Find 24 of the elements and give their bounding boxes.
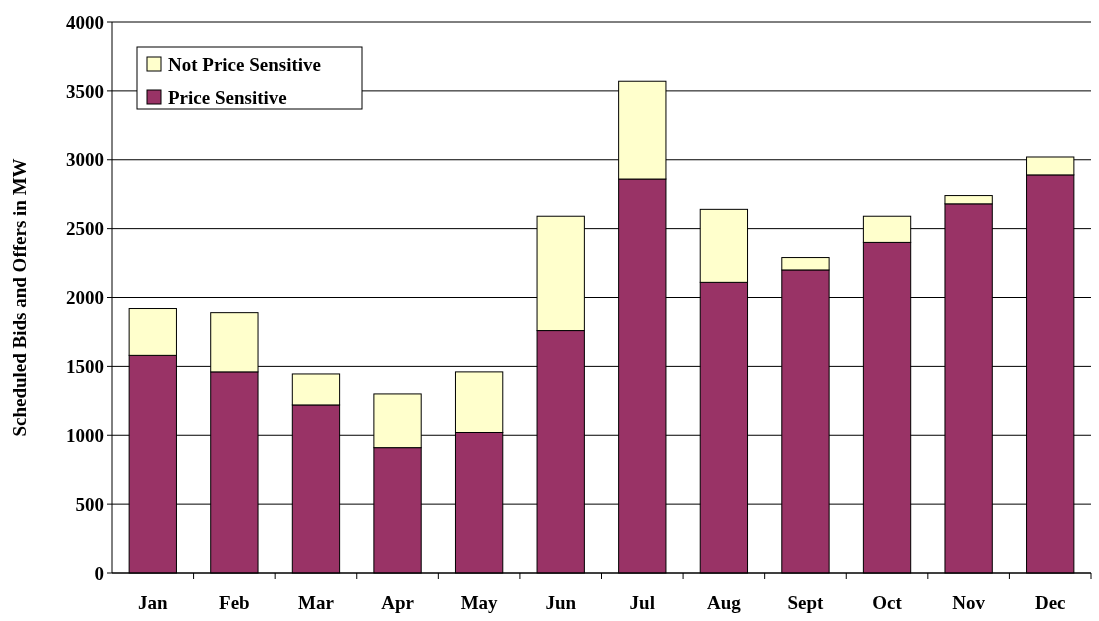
x-tick-label: Feb <box>219 592 250 613</box>
y-tick-label: 1500 <box>66 356 104 378</box>
x-tick-label: Dec <box>1034 592 1066 613</box>
x-tick-label: Nov <box>952 592 986 613</box>
legend-label: Not Price Sensitive <box>168 53 322 75</box>
x-tick-label: Jan <box>138 592 168 613</box>
x-tick-label: May <box>460 592 499 613</box>
x-tick-label: Apr <box>381 592 415 613</box>
y-tick-label: 3500 <box>66 80 104 102</box>
y-tick-label: 1000 <box>66 424 104 446</box>
y-tick-label: 4000 <box>66 11 104 33</box>
x-tick-label: Mar <box>298 592 335 613</box>
x-tick-label: Aug <box>706 592 742 613</box>
x-tick-label: Oct <box>872 592 903 613</box>
y-tick-label: 0 <box>94 562 104 584</box>
y-tick-label: 500 <box>75 493 104 515</box>
legend-label: Price Sensitive <box>168 86 287 108</box>
y-tick-label: 2000 <box>66 287 104 309</box>
x-tick-label: Jul <box>629 592 655 613</box>
y-tick-label: 3000 <box>66 149 104 171</box>
y-tick-label: 2500 <box>66 218 104 240</box>
x-tick-label: Jun <box>545 592 577 613</box>
y-axis-title: Scheduled Bids and Offers in MW <box>9 158 30 437</box>
x-tick-label: Sept <box>787 592 825 613</box>
